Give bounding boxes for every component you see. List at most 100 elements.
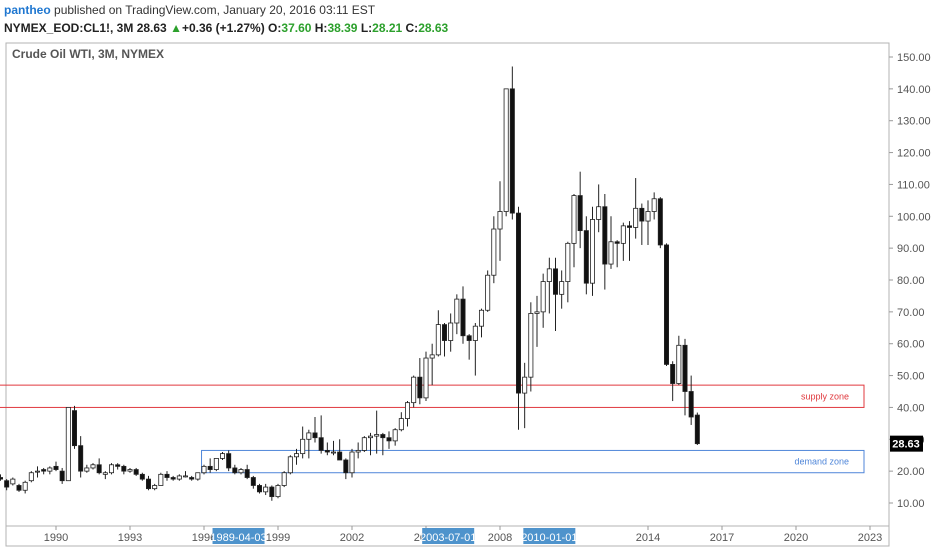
plot-area[interactable]	[5, 42, 890, 527]
candle-body[interactable]	[115, 464, 121, 467]
candle-body[interactable]	[306, 432, 312, 440]
candle-body[interactable]	[121, 465, 127, 472]
candle-body[interactable]	[10, 478, 16, 485]
candle-body[interactable]	[207, 465, 213, 470]
candle-body[interactable]	[164, 473, 170, 478]
candle-body[interactable]	[195, 472, 201, 480]
author-link[interactable]: pantheo	[4, 3, 51, 17]
candle-body[interactable]	[571, 195, 577, 244]
candle-body[interactable]	[176, 475, 182, 480]
candle-body[interactable]	[546, 268, 552, 282]
candle-body[interactable]	[627, 225, 633, 228]
candle-body[interactable]	[59, 470, 65, 482]
candle-body[interactable]	[435, 324, 441, 356]
candle-body[interactable]	[614, 241, 620, 244]
candle-body[interactable]	[256, 485, 262, 493]
candle-body[interactable]	[559, 281, 565, 295]
candle-body[interactable]	[522, 376, 528, 394]
candle-body[interactable]	[688, 391, 694, 418]
candle-body[interactable]	[509, 88, 515, 214]
candle-body[interactable]	[478, 309, 484, 327]
candle-body[interactable]	[47, 467, 53, 472]
candle-body[interactable]	[454, 298, 460, 324]
candle-body[interactable]	[16, 485, 22, 491]
candle-body[interactable]	[374, 434, 380, 437]
candle-body[interactable]	[577, 195, 583, 232]
candle-body[interactable]	[516, 212, 522, 394]
candle-body[interactable]	[651, 198, 657, 212]
candle-body[interactable]	[275, 485, 281, 498]
candle-body[interactable]	[109, 464, 115, 474]
candle-body[interactable]	[497, 211, 503, 230]
candle-body[interactable]	[590, 219, 596, 284]
candle-body[interactable]	[657, 198, 663, 246]
candle-body[interactable]	[448, 322, 454, 341]
price-chart[interactable]: Crude Oil WTI, 3M, NYMEX10.0020.0030.004…	[0, 40, 932, 550]
symbol-label[interactable]: NYMEX_EOD:CL1!, 3M	[4, 21, 134, 35]
candle-body[interactable]	[232, 467, 238, 474]
candle-body[interactable]	[269, 486, 275, 498]
candle-body[interactable]	[583, 230, 589, 284]
candle-body[interactable]	[361, 437, 367, 451]
candle-body[interactable]	[127, 469, 133, 472]
candle-body[interactable]	[281, 472, 287, 486]
candle-body[interactable]	[349, 451, 355, 474]
candle-body[interactable]	[65, 407, 71, 482]
candle-body[interactable]	[201, 465, 207, 474]
candle-body[interactable]	[250, 477, 256, 486]
candle-body[interactable]	[645, 211, 651, 222]
candle-body[interactable]	[312, 432, 318, 439]
candle-body[interactable]	[72, 410, 78, 447]
candle-body[interactable]	[189, 477, 195, 480]
candle-body[interactable]	[145, 478, 151, 490]
candle-body[interactable]	[263, 486, 269, 493]
candle-body[interactable]	[367, 435, 373, 439]
candle-body[interactable]	[226, 453, 232, 469]
candle-body[interactable]	[324, 450, 330, 453]
candle-body[interactable]	[392, 429, 398, 442]
candle-body[interactable]	[152, 485, 158, 490]
candle-body[interactable]	[485, 274, 491, 311]
candle-body[interactable]	[565, 242, 571, 282]
candle-body[interactable]	[670, 364, 676, 384]
candle-body[interactable]	[238, 469, 244, 474]
candle-body[interactable]	[503, 88, 509, 212]
candle-body[interactable]	[318, 437, 324, 451]
candle-body[interactable]	[676, 344, 682, 384]
candle-body[interactable]	[633, 207, 639, 228]
candle-body[interactable]	[53, 465, 59, 470]
candle-body[interactable]	[608, 241, 614, 265]
candle-body[interactable]	[380, 434, 386, 439]
candle-body[interactable]	[423, 357, 429, 399]
candle-body[interactable]	[182, 475, 188, 478]
candle-body[interactable]	[337, 451, 343, 461]
candle-body[interactable]	[528, 313, 534, 378]
candle-body[interactable]	[441, 324, 447, 341]
candle-body[interactable]	[170, 477, 176, 480]
candle-body[interactable]	[534, 311, 540, 314]
candle-body[interactable]	[386, 437, 392, 442]
candle-body[interactable]	[466, 335, 472, 341]
candle-body[interactable]	[417, 376, 423, 399]
candle-body[interactable]	[133, 469, 139, 475]
candle-body[interactable]	[411, 376, 417, 404]
candle-body[interactable]	[0, 477, 3, 480]
candle-body[interactable]	[90, 464, 96, 469]
candle-body[interactable]	[35, 470, 41, 473]
candle-body[interactable]	[602, 206, 608, 265]
candle-body[interactable]	[404, 402, 410, 419]
candle-body[interactable]	[219, 453, 225, 459]
candle-body[interactable]	[158, 473, 164, 486]
candle-body[interactable]	[398, 418, 404, 431]
candle-body[interactable]	[293, 453, 299, 458]
candle-body[interactable]	[330, 451, 336, 454]
candle-body[interactable]	[139, 473, 145, 480]
candle-body[interactable]	[287, 456, 293, 474]
candle-body[interactable]	[4, 480, 10, 488]
candle-body[interactable]	[429, 354, 435, 359]
candle-body[interactable]	[553, 268, 559, 295]
candle-body[interactable]	[682, 344, 688, 392]
candle-body[interactable]	[244, 469, 250, 478]
candle-body[interactable]	[22, 481, 28, 491]
candle-body[interactable]	[639, 207, 645, 222]
